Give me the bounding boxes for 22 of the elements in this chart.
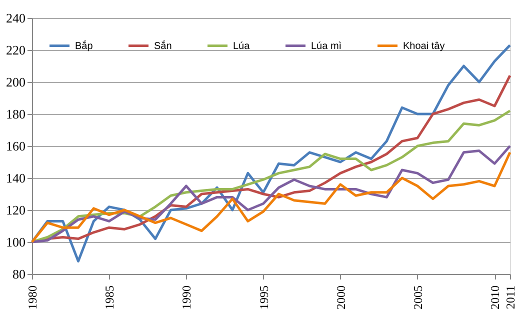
- x-tick-label: 1995: [256, 286, 271, 310]
- x-tick-label: 1980: [26, 286, 40, 310]
- legend-label: Sắn: [154, 40, 172, 52]
- x-tick-label: 2000: [334, 286, 348, 310]
- y-tick-label: 140: [6, 170, 26, 186]
- y-tick-label: 180: [6, 106, 26, 122]
- x-tick-label: 2010: [488, 286, 502, 310]
- x-tick-label: 2005: [410, 286, 425, 310]
- legend-label: Bắp: [75, 40, 94, 52]
- legend-label: Khoai tây: [403, 40, 445, 52]
- y-tick-label: 100: [6, 234, 26, 250]
- x-tick-label: 1990: [180, 286, 194, 310]
- y-tick-label: 80: [12, 266, 26, 282]
- y-tick-label: 120: [6, 202, 26, 218]
- legend-label: Lúa: [233, 40, 250, 52]
- y-tick-label: 200: [6, 74, 26, 90]
- x-tick-label: 1985: [102, 286, 117, 310]
- y-tick-label: 240: [6, 10, 26, 26]
- y-tick-label: 160: [6, 138, 26, 154]
- y-tick-label: 220: [6, 42, 26, 58]
- legend-label: Lúa mì: [311, 40, 342, 52]
- x-tick-label: 2011: [504, 286, 518, 310]
